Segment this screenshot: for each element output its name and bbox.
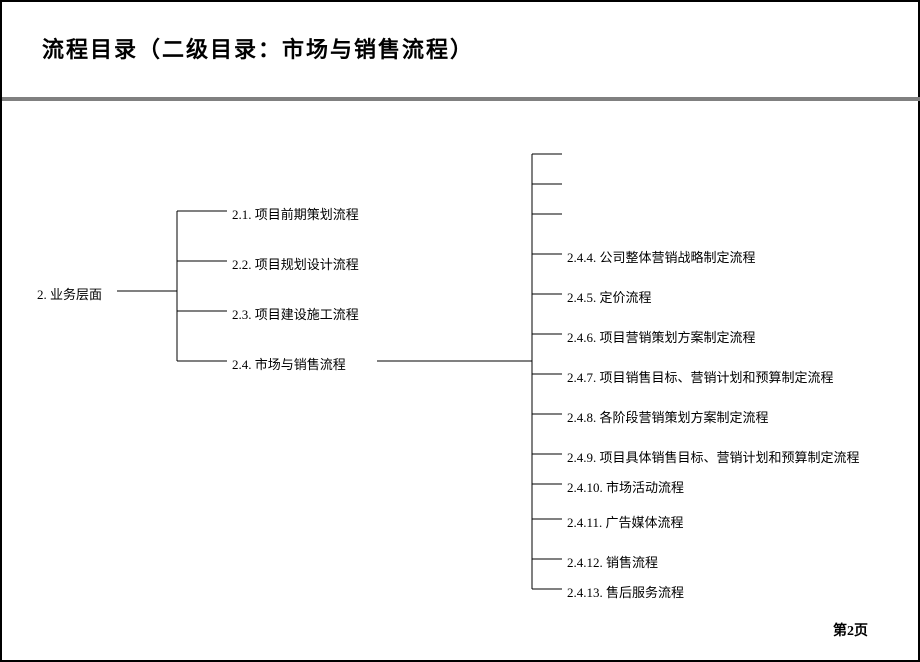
tree-level2-item-0: 2.1. 项目前期策划流程 [232, 204, 359, 223]
tree-level3-item-12: 2.4.13. 售后服务流程 [567, 582, 684, 601]
tree-level2-item-2: 2.3. 项目建设施工流程 [232, 304, 359, 323]
tree-level3-item-8: 2.4.9. 项目具体销售目标、营销计划和预算制定流程 [567, 447, 860, 466]
tree-level3-item-10: 2.4.11. 广告媒体流程 [567, 512, 684, 531]
page-number: 第2页 [833, 620, 868, 640]
tree-level3-item-5: 2.4.6. 项目营销策划方案制定流程 [567, 327, 756, 346]
tree-level3-item-6: 2.4.7. 项目销售目标、营销计划和预算制定流程 [567, 367, 834, 386]
tree-level2-item-3: 2.4. 市场与销售流程 [232, 354, 346, 373]
tree-level2-item-1: 2.2. 项目规划设计流程 [232, 254, 359, 273]
tree-level3-item-11: 2.4.12. 销售流程 [567, 552, 658, 571]
tree-level3-item-4: 2.4.5. 定价流程 [567, 287, 652, 306]
tree-root: 2. 业务层面 [37, 284, 102, 303]
page-title: 流程目录（二级目录：市场与销售流程） [42, 32, 474, 64]
title-divider [2, 97, 920, 101]
tree-level3-item-9: 2.4.10. 市场活动流程 [567, 477, 684, 496]
tree-level3-item-3: 2.4.4. 公司整体营销战略制定流程 [567, 247, 756, 266]
tree-level3-item-7: 2.4.8. 各阶段营销策划方案制定流程 [567, 407, 769, 426]
